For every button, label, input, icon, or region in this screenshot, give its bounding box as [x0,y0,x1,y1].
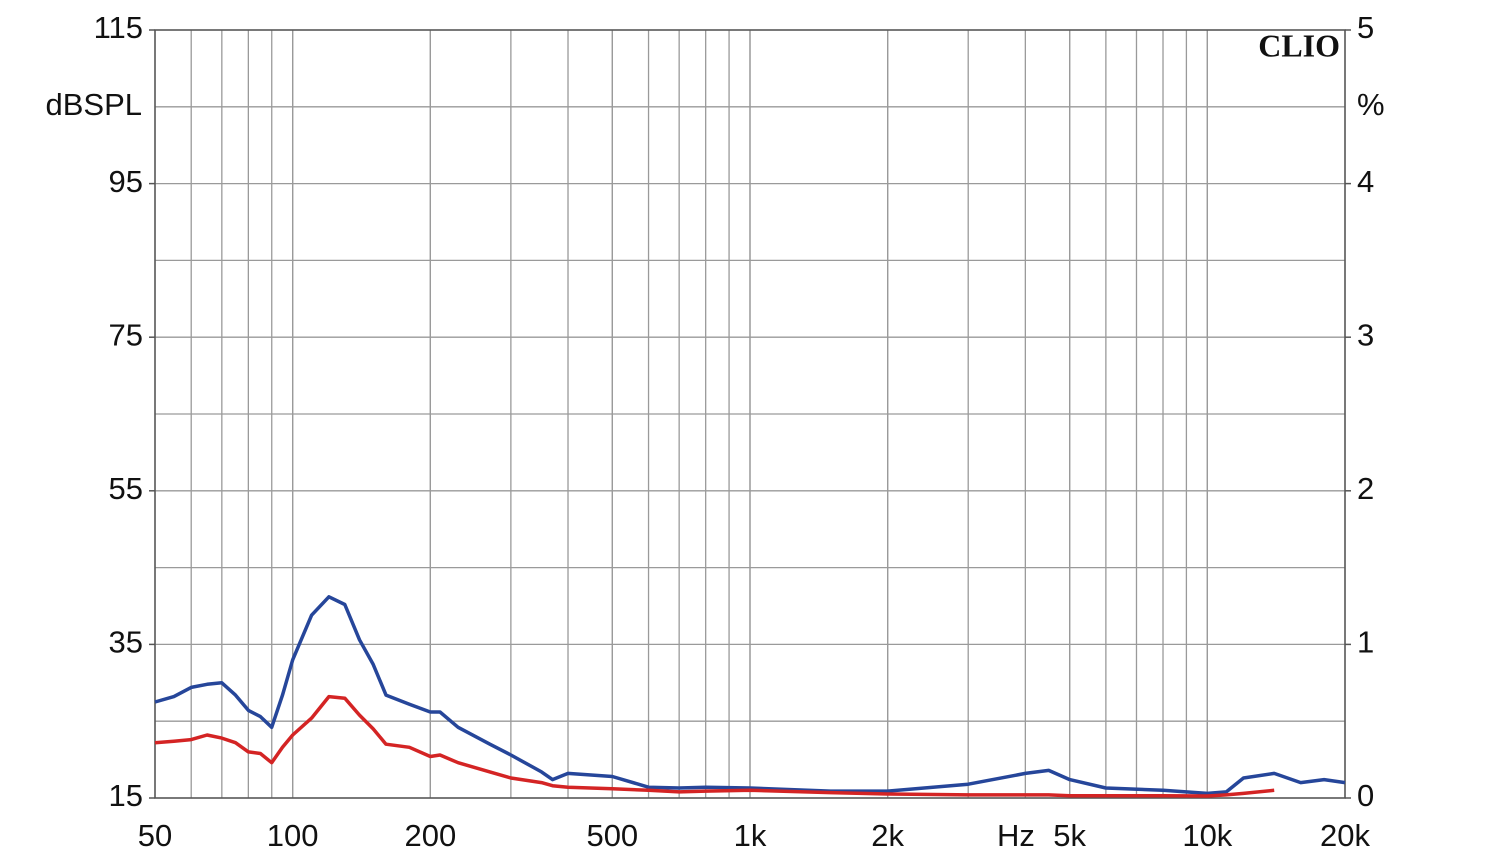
plot-frame [154,29,1346,799]
y-tick-label: 95 [109,164,143,199]
watermark: CLIO [1258,27,1340,63]
y2-tick-label: 4 [1357,164,1374,199]
x-tick-label: 100 [267,818,319,853]
y-tick-label: 75 [109,317,143,352]
y2-tick-label: 0 [1357,778,1374,813]
y2-tick-label: 2 [1357,471,1374,506]
y-tick-label: 35 [109,625,143,660]
data-line [154,595,1346,796]
x-tick-label: 1k [734,818,767,853]
x-tick-label: 500 [586,818,638,853]
x-tick-label: 2k [871,818,904,853]
x-tick-label: 5k [1053,818,1086,853]
x-tick-label: 20k [1320,818,1370,853]
y2-tick-label: 1 [1357,625,1374,660]
y2-tick-label: 3 [1357,317,1374,352]
x-axis-label: Hz [997,818,1035,853]
y2-axis-label: % [1357,87,1385,122]
x-tick-label: 10k [1182,818,1232,853]
data-line [154,694,1275,798]
y-axis-label: dBSPL [45,87,142,122]
x-tick-label: 50 [138,818,172,853]
y-tick-label: 115 [94,10,143,45]
x-tick-label: 200 [404,818,456,853]
y-tick-label: 15 [109,778,143,813]
y-tick-label: 55 [109,471,143,506]
y2-tick-label: 5 [1357,10,1374,45]
